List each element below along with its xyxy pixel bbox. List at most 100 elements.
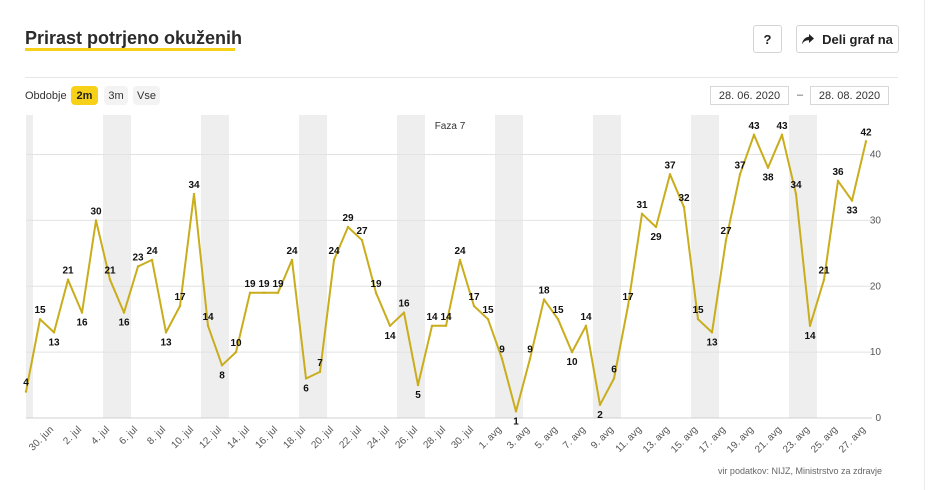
page-title: Prirast potrjeno okuženih [25,28,243,48]
weekend-band [789,115,803,418]
data-label: 17 [622,292,634,303]
date-from-input[interactable]: 28. 06. 2020 [710,86,789,105]
data-label: 7 [317,358,323,369]
data-label: 13 [160,337,172,348]
data-label: 17 [174,292,186,303]
y-tick-label: 40 [870,150,882,161]
help-button[interactable]: ? [753,25,782,53]
data-label: 24 [328,246,340,257]
x-tick-label: 11. avg [614,424,644,454]
weekend-band [117,115,131,418]
data-point [360,238,364,242]
x-tick-label: 30. jun [27,424,56,453]
data-label: 38 [762,173,774,184]
data-point [346,225,350,229]
data-point [430,324,434,327]
data-point [150,258,154,262]
data-label: 4 [23,378,29,389]
x-tick-label: 19. avg [725,424,756,455]
data-point [556,317,560,321]
data-label: 14 [426,312,438,323]
data-point [794,192,798,196]
data-label: 43 [776,121,788,132]
x-tick-label: 30. jul [449,424,476,451]
data-point [374,291,378,295]
x-tick-label: 4. jul [89,424,112,447]
data-label: 37 [664,160,676,171]
data-label: 43 [748,121,760,132]
data-point [108,278,112,281]
data-label: 18 [538,285,550,296]
weekend-band [26,115,33,418]
weekend-band [495,115,509,418]
data-point [752,133,756,136]
weekend-band [397,115,411,418]
data-label: 14 [384,331,396,342]
data-label: 15 [482,305,494,316]
data-label: 19 [258,279,270,290]
data-label: 10 [566,357,578,368]
data-point [192,192,196,196]
y-tick-label: 20 [870,281,882,292]
data-label: 1 [513,416,519,427]
series-line [25,133,867,413]
x-tick-label: 12. jul [197,424,224,451]
data-point [822,278,826,281]
data-point [598,403,602,407]
data-label: 33 [846,206,858,217]
x-tick-label: 23. avg [781,424,812,455]
data-label: 37 [734,160,746,171]
x-tick-label: 13. avg [641,424,672,455]
data-point [514,410,518,413]
period-label: Obdobje [25,90,67,102]
y-tick-label: 0 [875,413,881,424]
data-point [122,311,126,314]
data-label: 29 [650,232,662,243]
data-label: 15 [552,305,564,316]
data-point [710,331,714,334]
data-point [570,350,574,354]
data-point [52,331,56,334]
data-label: 6 [611,364,617,375]
data-point [318,370,322,374]
x-tick-label: 3. avg [505,424,532,451]
data-point [626,304,630,308]
data-label: 42 [860,127,872,138]
period-all-button[interactable]: Vse [133,86,160,105]
data-point [136,265,140,268]
share-arrow-icon [802,33,815,44]
weekend-band [201,115,215,418]
data-point [850,199,854,202]
data-label: 36 [832,167,844,178]
weekend-band [691,115,705,418]
weekend-band [411,115,425,418]
share-button[interactable]: Deli graf na [796,25,899,53]
period-2m-button[interactable]: 2m [71,86,98,105]
data-point [612,377,616,380]
data-point [584,324,588,327]
x-tick-label: 17. avg [697,424,728,455]
date-to-input[interactable]: 28. 08. 2020 [810,86,889,105]
data-label: 15 [692,305,704,316]
x-tick-label: 22. jul [337,424,364,451]
data-point [668,173,672,176]
weekend-band [215,115,229,418]
y-tick-label: 30 [870,215,882,226]
data-label: 31 [636,200,648,211]
x-tick-label: 14. jul [225,424,252,451]
data-point [528,357,532,360]
data-label: 19 [244,279,256,290]
data-label: 24 [286,246,298,257]
data-point [66,278,70,281]
data-label: 5 [415,390,421,401]
data-label: 24 [454,246,466,257]
period-3m-button[interactable]: 3m [104,86,128,105]
data-point [234,350,238,354]
data-label: 16 [76,318,88,329]
weekend-band [803,115,817,418]
data-label: 10 [230,338,242,349]
data-point [486,317,490,321]
data-point [444,324,448,327]
data-label: 13 [48,337,60,348]
data-point [290,258,294,262]
